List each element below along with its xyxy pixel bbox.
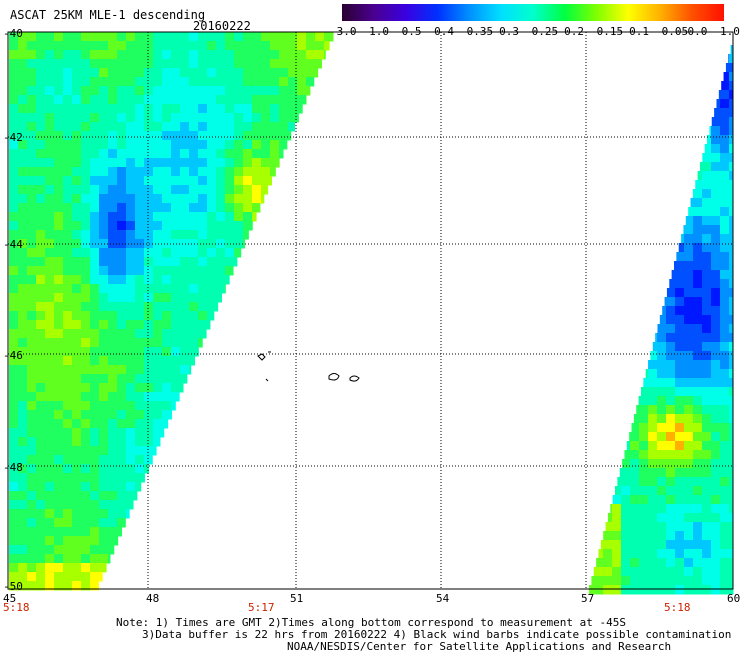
island-outline — [328, 373, 340, 381]
lat-lon-grid — [8, 32, 733, 589]
latitude-label: -46 — [3, 349, 23, 362]
map-date: 20160222 — [193, 19, 251, 33]
note-line-3: NOAA/NESDIS/Center for Satellite Applica… — [287, 640, 672, 653]
island-outlines — [257, 351, 360, 382]
longitude-label: 54 — [436, 592, 450, 605]
map-frame — [7, 31, 734, 590]
longitude-label: 45 — [3, 592, 17, 605]
longitude-label: 60 — [727, 592, 740, 605]
island-outline — [265, 378, 269, 382]
pass-time-label: 5:18 — [664, 601, 691, 614]
latitude-label: -40 — [3, 27, 23, 40]
latitude-label: -44 — [3, 238, 23, 251]
longitude-label: 57 — [581, 592, 595, 605]
data-swaths — [9, 32, 734, 595]
scatterometer-map — [7, 31, 734, 595]
longitude-label: 48 — [146, 592, 160, 605]
color-scale-bar — [342, 4, 724, 21]
note-line-1: Note: 1) Times are GMT 2)Times along bot… — [116, 616, 626, 629]
note-line-2: 3)Data buffer is 22 hrs from 20160222 4)… — [142, 628, 732, 641]
longitude-label: 51 — [290, 592, 304, 605]
pass-time-label: 5:17 — [248, 601, 275, 614]
map-title: ASCAT 25KM MLE-1 descending — [10, 8, 206, 22]
latitude-label: -50 — [3, 580, 23, 593]
latitude-label: -42 — [3, 131, 23, 144]
island-outline — [349, 375, 360, 382]
island-outline — [257, 353, 266, 361]
pass-time-label: 5:18 — [3, 601, 30, 614]
latitude-label: -48 — [3, 461, 23, 474]
